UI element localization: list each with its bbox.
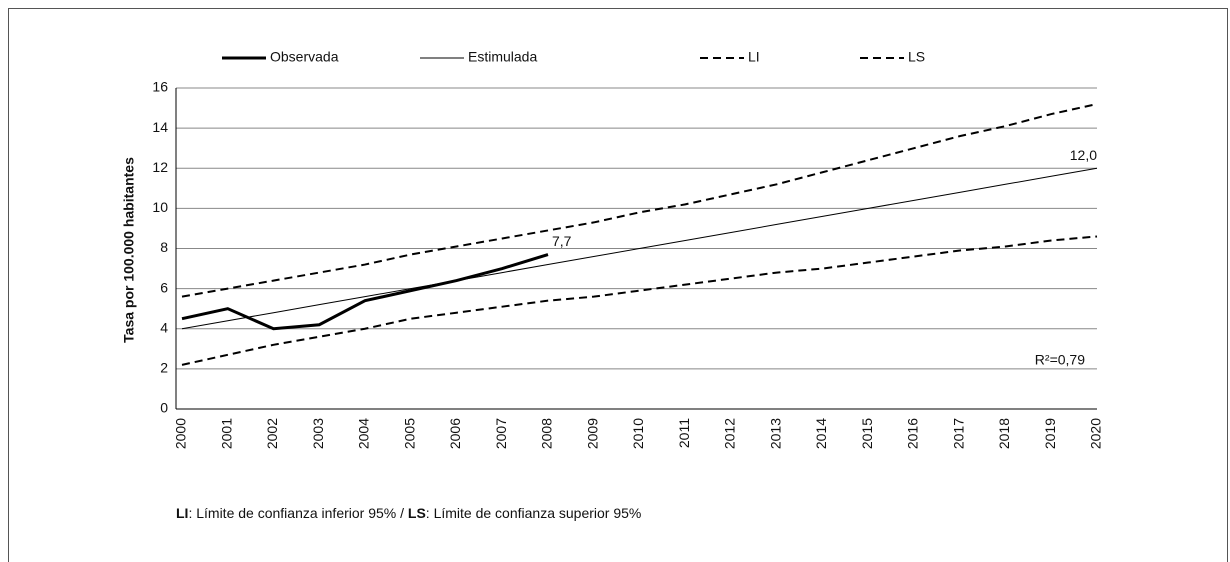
x-tick-label: 2009 <box>584 418 600 449</box>
x-tick-label: 2003 <box>310 418 326 449</box>
x-tick-label: 2007 <box>493 418 509 449</box>
x-tick-label: 2005 <box>401 418 417 449</box>
series-line <box>181 253 549 331</box>
series-line <box>181 167 1098 330</box>
footnote-part: LI <box>176 505 188 521</box>
x-tick-label: 2019 <box>1042 418 1058 449</box>
frame <box>8 8 1228 562</box>
x-tick-label: 2011 <box>676 418 692 448</box>
data-label: 7,7 <box>552 233 572 249</box>
y-tick-label: 2 <box>160 360 168 376</box>
annotation: R²=0,79 <box>1035 352 1085 368</box>
series-line <box>181 103 1098 298</box>
x-tick-label: 2008 <box>539 418 555 449</box>
x-tick-label: 2018 <box>996 418 1012 449</box>
x-tick-label: 2013 <box>767 418 783 449</box>
y-tick-label: 14 <box>152 119 168 135</box>
series-line <box>181 235 1098 366</box>
x-tick-label: 2020 <box>1088 418 1104 449</box>
footnote-part: : Límite de confianza superior 95% <box>426 505 642 521</box>
data-label: 12,0 <box>1070 147 1097 163</box>
x-tick-label: 2014 <box>813 418 829 449</box>
y-tick-label: 16 <box>152 79 168 95</box>
legend-label: LS <box>908 49 925 65</box>
x-tick-label: 2015 <box>859 418 875 449</box>
legend-label: Estimulada <box>468 49 537 65</box>
legend-label: Observada <box>270 49 339 65</box>
footnote-part: : Límite de confianza inferior 95% / <box>188 505 407 521</box>
y-tick-label: 4 <box>160 319 168 335</box>
footnote-part: LS <box>408 505 426 521</box>
y-tick-label: 10 <box>152 199 168 215</box>
x-tick-label: 2010 <box>630 418 646 449</box>
y-axis-title: Tasa por 100.000 habitantes <box>121 157 137 343</box>
footnote: LI: Límite de confianza inferior 95% / L… <box>176 505 641 521</box>
x-tick-label: 2000 <box>173 418 189 449</box>
x-tick-label: 2006 <box>447 418 463 449</box>
y-tick-label: 12 <box>152 159 168 175</box>
y-tick-label: 0 <box>160 400 168 416</box>
x-tick-label: 2012 <box>722 418 738 449</box>
x-tick-label: 2004 <box>356 418 372 449</box>
x-tick-label: 2016 <box>905 418 921 449</box>
x-tick-label: 2001 <box>218 418 234 449</box>
y-tick-label: 6 <box>160 279 168 295</box>
y-tick-label: 8 <box>160 239 168 255</box>
x-tick-label: 2017 <box>950 418 966 449</box>
legend-label: LI <box>748 49 760 65</box>
x-tick-label: 2002 <box>264 418 280 449</box>
